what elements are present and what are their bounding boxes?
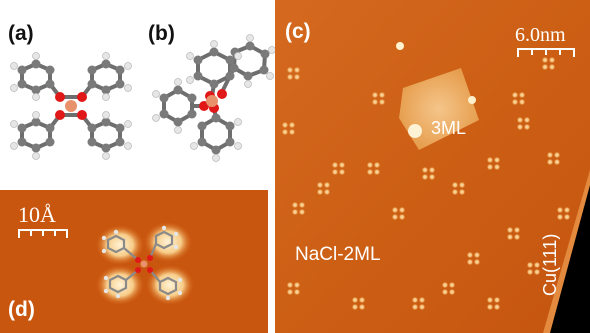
molecule-side-view [152,34,275,162]
adsorbed-molecules [281,56,571,311]
panel-d-label: (d) [8,298,35,321]
molecule-top-view [10,52,132,160]
scalebar-c-label: 6.0nm [515,24,566,46]
panel-b-label: (b) [148,22,175,45]
annotation-nacl-2ml: NaCl-2ML [295,244,381,265]
panel-a: (a) [0,0,140,180]
scalebar-d [18,229,68,238]
panel-a-label: (a) [8,22,34,45]
annotation-cu111: Cu(111) [540,233,560,296]
molecule-overlay [106,230,178,296]
panel-b: (b) [140,0,275,180]
panel-d: 10Å (d) [0,190,268,333]
scalebar-c [517,48,575,57]
panel-c-label: (c) [285,20,311,43]
stm-image-small [0,190,268,333]
stm-image-large [275,0,590,333]
annotation-3ml: 3ML [431,118,467,138]
scalebar-d-label: 10Å [18,202,56,227]
panel-c: (c) 6.0nm 3ML NaCl-2ML Cu(111) [275,0,590,333]
